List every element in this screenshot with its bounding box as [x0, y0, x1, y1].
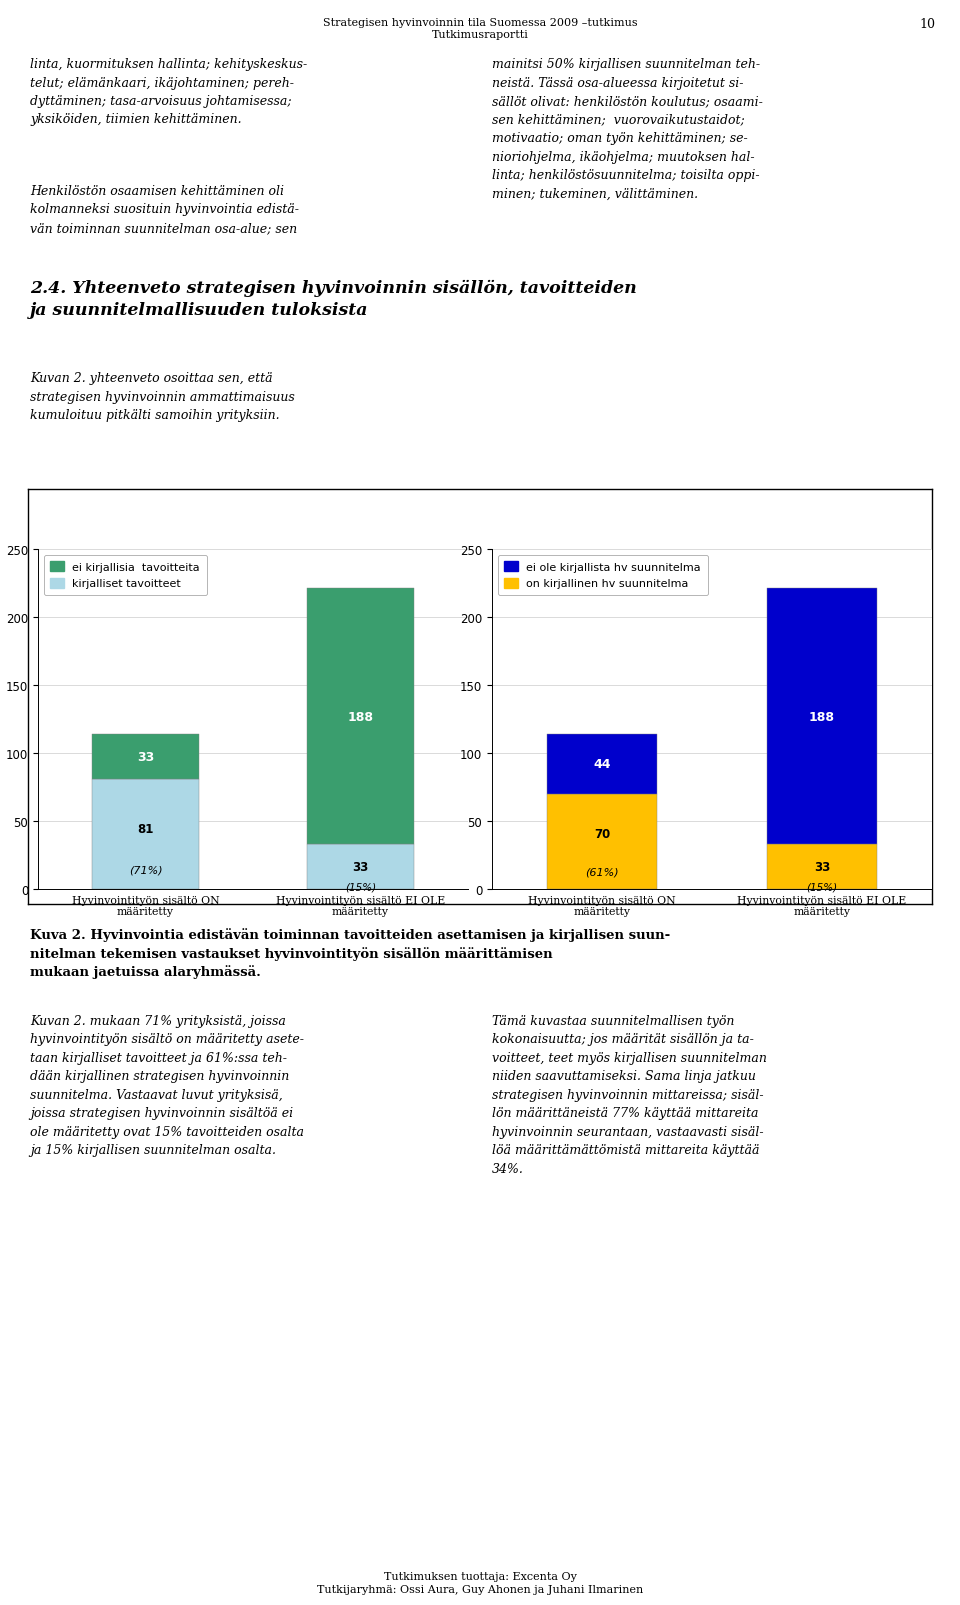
Text: 33: 33: [137, 751, 155, 764]
Bar: [767, 844, 877, 889]
Text: 70: 70: [594, 828, 611, 841]
Text: (71%): (71%): [129, 865, 162, 875]
Bar: [92, 735, 200, 780]
Text: Tutkimuksen tuottaja: Excenta Oy: Tutkimuksen tuottaja: Excenta Oy: [384, 1571, 576, 1581]
Text: Henkilöstön osaamisen kehittäminen oli
kolmanneksi suosituin hyvinvointia edistä: Henkilöstön osaamisen kehittäminen oli k…: [30, 185, 299, 234]
Text: 33: 33: [814, 860, 830, 873]
Text: 188: 188: [809, 711, 835, 724]
Text: Kuva 2. Hyvinvointia edistävän toiminnan tavoitteiden asettamisen ja kirjallisen: Kuva 2. Hyvinvointia edistävän toiminnan…: [30, 928, 670, 979]
Text: (15%): (15%): [806, 883, 837, 892]
Text: (15%): (15%): [345, 883, 376, 892]
Text: (61%): (61%): [586, 867, 619, 878]
Text: 188: 188: [348, 711, 373, 724]
Text: Tutkijaryhmä: Ossi Aura, Guy Ahonen ja Juhani Ilmarinen: Tutkijaryhmä: Ossi Aura, Guy Ahonen ja J…: [317, 1584, 643, 1594]
Text: 81: 81: [137, 822, 154, 835]
Text: Kuvan 2. mukaan 71% yrityksistä, joissa
hyvinvointityön sisältö on määritetty as: Kuvan 2. mukaan 71% yrityksistä, joissa …: [30, 1014, 304, 1157]
Text: linta, kuormituksen hallinta; kehityskeskus-
telut; elämänkaari, ikäjohtaminen; : linta, kuormituksen hallinta; kehityskes…: [30, 58, 307, 127]
Bar: [307, 589, 415, 844]
Text: Tutkimusraportti: Tutkimusraportti: [432, 30, 528, 40]
Text: 2.4. Yhteenveto strategisen hyvinvoinnin sisällön, tavoitteiden
ja suunnitelmall: 2.4. Yhteenveto strategisen hyvinvoinnin…: [30, 279, 636, 319]
Bar: [767, 589, 877, 844]
Text: Tämä kuvastaa suunnitelmallisen työn
kokonaisuutta; jos määrität sisällön ja ta-: Tämä kuvastaa suunnitelmallisen työn kok…: [492, 1014, 767, 1175]
Text: Strategisen hyvinvoinnin tila Suomessa 2009 –tutkimus: Strategisen hyvinvoinnin tila Suomessa 2…: [323, 18, 637, 27]
Bar: [547, 735, 657, 794]
Bar: [307, 844, 415, 889]
Text: Kuvan 2. yhteenveto osoittaa sen, että
strategisen hyvinvoinnin ammattimaisuus
k: Kuvan 2. yhteenveto osoittaa sen, että s…: [30, 372, 295, 422]
Bar: [547, 794, 657, 889]
Text: 44: 44: [593, 758, 611, 770]
Legend: ei ole kirjallista hv suunnitelma, on kirjallinen hv suunnitelma: ei ole kirjallista hv suunnitelma, on ki…: [497, 555, 708, 595]
Text: 33: 33: [352, 860, 369, 873]
Text: mainitsi 50% kirjallisen suunnitelman teh-
neistä. Tässä osa-alueessa kirjoitetu: mainitsi 50% kirjallisen suunnitelman te…: [492, 58, 763, 201]
Bar: [92, 780, 200, 889]
Text: 10: 10: [919, 18, 935, 30]
Legend: ei kirjallisia  tavoitteita, kirjalliset tavoitteet: ei kirjallisia tavoitteita, kirjalliset …: [43, 555, 206, 595]
